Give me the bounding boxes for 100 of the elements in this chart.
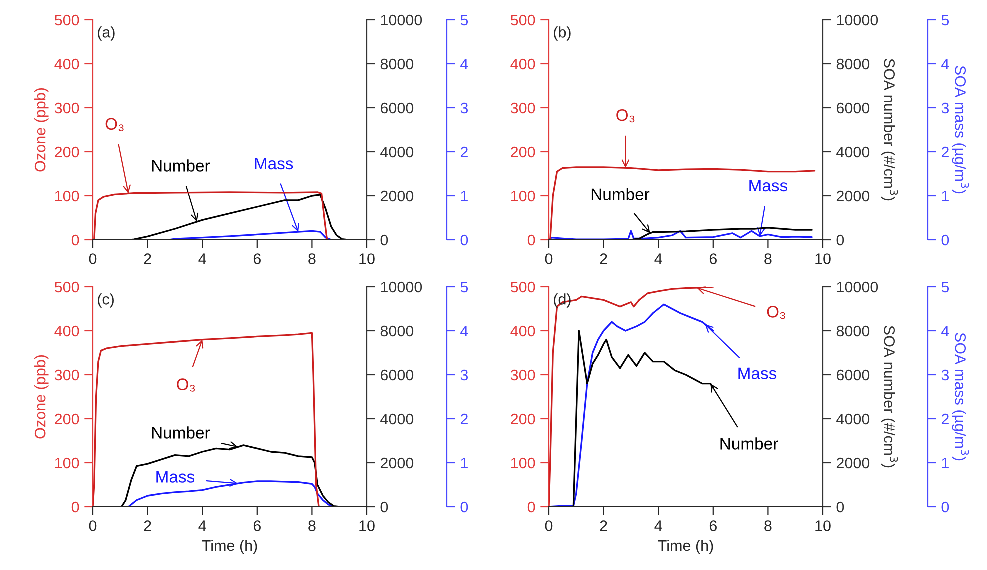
y3-tick-label: 4 bbox=[942, 59, 950, 70]
x-tick-label: 6 bbox=[254, 520, 261, 532]
y3-tick-label: 0 bbox=[460, 502, 468, 513]
y-tick-label: 200 bbox=[511, 146, 536, 158]
y-tick-label: 500 bbox=[510, 14, 536, 26]
x-tick-label: 6 bbox=[710, 520, 717, 532]
y3-tick-label: 2 bbox=[942, 146, 949, 158]
y-axis-title: Ozone (ppb) bbox=[34, 88, 49, 172]
y-tick-label: 0 bbox=[72, 234, 80, 246]
y3-tick-label: 4 bbox=[942, 326, 950, 337]
y3-tick-label: 3 bbox=[942, 370, 950, 381]
text: O₃ bbox=[767, 306, 786, 320]
y3-tick-label: 1 bbox=[942, 458, 949, 469]
y-tick-label: 300 bbox=[54, 370, 80, 381]
y2-tick-label: 0 bbox=[380, 502, 388, 513]
text: Mass bbox=[750, 180, 788, 192]
y2-tick-label: 10000 bbox=[837, 14, 878, 26]
legend-label: Mass bbox=[156, 471, 195, 483]
y-tick-label: 100 bbox=[511, 458, 536, 469]
y-tick-label: 200 bbox=[55, 414, 80, 425]
y-tick-label: 100 bbox=[55, 190, 80, 202]
x-tick-label: 8 bbox=[308, 520, 316, 532]
y3-tick-label: 2 bbox=[942, 414, 949, 425]
y-tick-label: 0 bbox=[72, 502, 80, 513]
y-tick-label: 400 bbox=[510, 58, 536, 70]
y-tick-label: 200 bbox=[55, 146, 80, 158]
y-tick-label: 0 bbox=[528, 234, 536, 246]
y3-tick-label: 1 bbox=[461, 458, 468, 469]
y2-tick-label: 2000 bbox=[836, 458, 870, 469]
y2-tick-label: 4000 bbox=[380, 414, 414, 425]
y3-tick-label: 3 bbox=[460, 370, 468, 381]
y2-tick-label: 0 bbox=[836, 234, 844, 246]
series-label: Number bbox=[152, 426, 210, 439]
y2-tick-label: 6000 bbox=[380, 370, 414, 381]
y3-tick-label: 4 bbox=[460, 326, 468, 337]
text: Number bbox=[152, 160, 210, 172]
y2-tick-label: 10000 bbox=[381, 14, 422, 26]
y3-tick-label: 4 bbox=[460, 59, 468, 70]
annotation: (a) bbox=[98, 26, 115, 41]
x-axis-title: Time (h) bbox=[202, 540, 258, 554]
y2-tick-label: 8000 bbox=[836, 326, 870, 337]
y3-tick-label: 5 bbox=[460, 15, 468, 26]
series-label: Number bbox=[592, 188, 650, 200]
y2-tick-label: 8000 bbox=[836, 58, 870, 70]
y-tick-label: 300 bbox=[510, 370, 536, 381]
y2-tick-label: 2000 bbox=[836, 190, 870, 202]
x-tick-label: 10 bbox=[360, 520, 375, 532]
y2-tick-label: 6000 bbox=[836, 370, 870, 381]
y-tick-label: 100 bbox=[511, 190, 536, 202]
y-tick-label: 500 bbox=[510, 282, 536, 293]
x-tick-label: 0 bbox=[89, 254, 97, 264]
x-tick-label: 6 bbox=[710, 254, 717, 264]
y2-tick-label: 8000 bbox=[380, 58, 414, 70]
y-tick-label: 400 bbox=[54, 58, 80, 70]
x-tick-label: 4 bbox=[198, 520, 206, 532]
x-tick-label: 8 bbox=[764, 254, 772, 264]
line-series bbox=[549, 230, 813, 240]
x-tick-label: 8 bbox=[308, 254, 316, 264]
x-tick-label: 0 bbox=[545, 520, 553, 532]
x-axis-title: Time (h) bbox=[658, 540, 714, 554]
y-tick-label: 300 bbox=[54, 102, 80, 114]
y3-tick-label: 3 bbox=[942, 102, 950, 114]
x-tick-label: 10 bbox=[816, 520, 831, 532]
x-tick-label: 0 bbox=[545, 254, 553, 264]
y3-tick-label: 1 bbox=[942, 191, 949, 202]
text: Mass bbox=[255, 158, 294, 170]
x-tick-label: 10 bbox=[360, 254, 375, 264]
y3-tick-label: 5 bbox=[460, 282, 468, 293]
y2-tick-label: 2000 bbox=[380, 458, 414, 469]
x-tick-label: 4 bbox=[654, 254, 662, 264]
y2-tick-label: 10000 bbox=[381, 282, 422, 293]
y2-tick-label: 4000 bbox=[380, 146, 414, 158]
x-tick-label: 10 bbox=[816, 254, 831, 264]
y3-axis-title: SOA mass (µg/m$^{3}$) bbox=[952, 66, 970, 194]
y-tick-label: 500 bbox=[54, 282, 80, 293]
x-tick-label: 2 bbox=[144, 520, 152, 532]
y3-tick-label: 5 bbox=[942, 282, 950, 293]
line-series bbox=[93, 332, 357, 507]
y2-axis-title: SOA number (#/cm$^{3}$) bbox=[881, 326, 898, 468]
y2-tick-label: 4000 bbox=[836, 146, 870, 158]
x-tick-label: 2 bbox=[144, 254, 152, 264]
y-axis-title: Ozone (ppb) bbox=[34, 355, 49, 439]
y2-tick-label: 10000 bbox=[837, 282, 878, 293]
y3-tick-label: 2 bbox=[460, 414, 468, 425]
y-tick-label: 100 bbox=[55, 458, 80, 469]
y3-tick-label: 2 bbox=[460, 146, 468, 158]
y3-tick-label: 3 bbox=[460, 102, 468, 114]
x-tick-label: 2 bbox=[600, 520, 608, 532]
y2-tick-label: 0 bbox=[380, 234, 388, 246]
y3-tick-label: 5 bbox=[942, 15, 950, 26]
text: Number bbox=[720, 438, 778, 450]
legend-label: Mass bbox=[738, 368, 777, 380]
y-tick-label: 0 bbox=[528, 502, 536, 513]
y2-tick-label: 8000 bbox=[380, 326, 414, 337]
y2-tick-label: 6000 bbox=[836, 102, 870, 114]
x-tick-label: 6 bbox=[254, 254, 261, 264]
annotation: (c) bbox=[98, 294, 114, 308]
y2-axis-title: SOA number (#/cm$^{3}$) bbox=[881, 59, 898, 201]
y2-tick-label: 4000 bbox=[836, 414, 870, 425]
text: O₃ bbox=[616, 109, 635, 123]
